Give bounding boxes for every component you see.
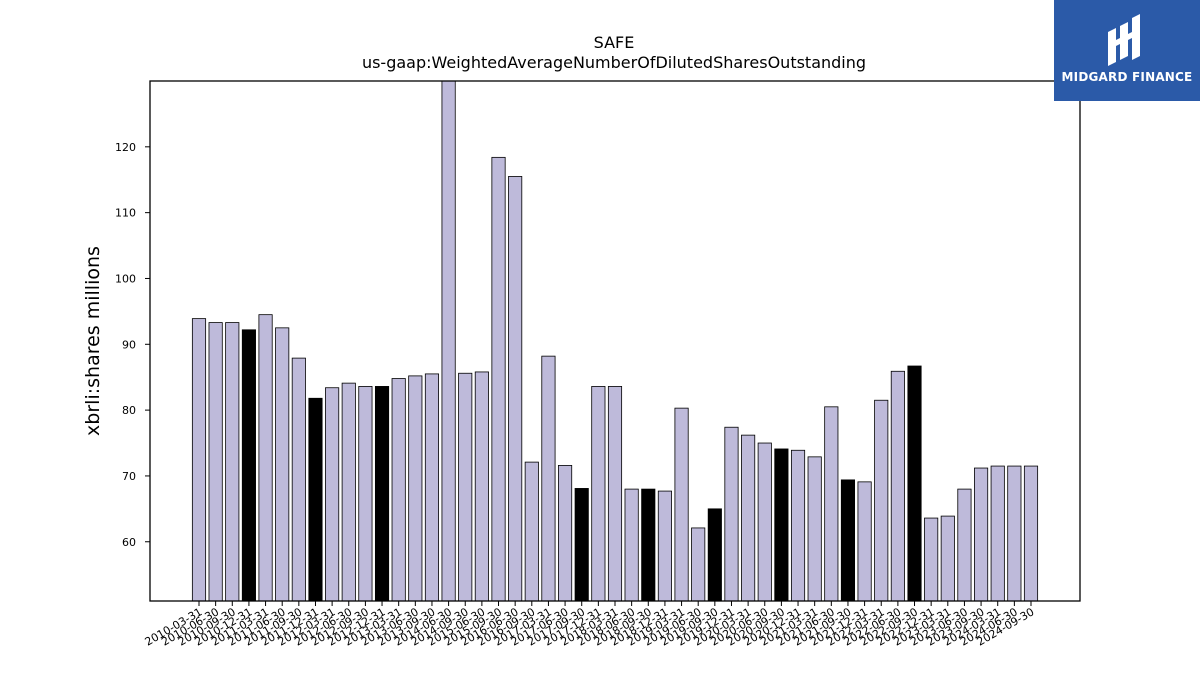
bar-2016-06-30 <box>508 176 523 602</box>
bar-2021-06-30 <box>824 406 839 602</box>
bar-2020-12-31 <box>790 449 806 602</box>
y-tick-label: 60 <box>122 536 136 549</box>
bar-2010-12-31 <box>241 329 256 602</box>
plot-frame <box>149 80 1081 602</box>
bar-2012-12-31 <box>374 386 390 602</box>
x-axis: 2010-03-312010-06-302010-09-302010-12-31… <box>143 601 1037 649</box>
bar-2015-06-30 <box>474 371 489 602</box>
bar-2019-03-31 <box>674 407 689 602</box>
bar-2019-09-30 <box>707 508 722 602</box>
bar-2012-09-30 <box>358 386 373 602</box>
bar-2024-03-31 <box>990 465 1005 602</box>
y-tick-label: 80 <box>122 404 136 417</box>
bar-2018-06-30 <box>624 488 639 602</box>
bars-group <box>191 80 1039 602</box>
bar-2019-12-31 <box>724 426 739 602</box>
y-tick-label: 110 <box>115 207 136 220</box>
bar-2012-06-30 <box>341 382 356 602</box>
y-tick-label: 100 <box>115 272 136 285</box>
bar-2022-06-30 <box>890 370 905 602</box>
bar-2016-09-30 <box>524 461 539 602</box>
bar-2011-09-30 <box>291 357 306 602</box>
bar-2020-09-30 <box>774 448 789 602</box>
bar-2023-03-31 <box>940 515 955 602</box>
brand-logo: MIDGARD FINANCE <box>1054 0 1200 101</box>
bar-2012-03-31 <box>325 387 340 602</box>
y-axis: 60 70 80 90 100 110 120 <box>115 141 150 549</box>
bar-2013-03-31 <box>391 378 406 602</box>
chart-subtitle: us-gaap:WeightedAverageNumberOfDilutedSh… <box>362 53 866 72</box>
y-tick-label: 90 <box>122 338 136 351</box>
bar-2022-12-31 <box>924 517 939 602</box>
bar-2010-06-30 <box>208 322 223 602</box>
bar-2014-09-30 <box>458 372 473 602</box>
y-tick-label: 70 <box>122 470 136 483</box>
y-axis-label: xbrli:shares millions <box>82 246 104 436</box>
bar-2013-09-30 <box>424 373 440 602</box>
bar-2014-06-30 <box>441 80 456 602</box>
bar-2023-09-30 <box>974 467 989 602</box>
bar-2024-06-30 <box>1007 465 1022 602</box>
bar-2018-12-31 <box>657 490 672 602</box>
midgard-logo-icon <box>1108 14 1140 66</box>
bar-2017-12-31 <box>591 386 606 602</box>
bar-2010-03-31 <box>191 318 207 602</box>
bar-2022-09-30 <box>907 365 922 602</box>
bar-2017-03-31 <box>541 355 556 602</box>
logo-text: MIDGARD FINANCE <box>1061 70 1193 84</box>
bar-2018-09-30 <box>641 488 656 602</box>
bar-2021-09-30 <box>840 479 856 602</box>
bar-2023-06-30 <box>957 488 972 602</box>
bar-2013-06-30 <box>408 375 423 602</box>
bar-2024-09-30 <box>1023 465 1039 602</box>
bar-2021-03-31 <box>807 456 822 602</box>
bar-2017-09-30 <box>574 488 589 602</box>
bar-2018-03-31 <box>607 386 623 602</box>
bar-2015-09-30 <box>491 156 506 602</box>
chart-title: SAFE <box>594 33 635 52</box>
bar-2017-06-30 <box>558 465 573 602</box>
bar-2011-03-31 <box>258 314 273 602</box>
bar-2020-03-31 <box>741 434 756 602</box>
y-tick-label: 120 <box>115 141 136 154</box>
bar-2021-12-31 <box>857 481 872 602</box>
bar-2022-03-31 <box>874 399 889 602</box>
bar-2020-06-30 <box>757 442 772 602</box>
bar-2010-09-30 <box>225 322 240 602</box>
bar-2019-06-30 <box>691 527 706 602</box>
bar-2011-12-31 <box>308 397 323 602</box>
bar-2011-06-30 <box>275 327 290 602</box>
